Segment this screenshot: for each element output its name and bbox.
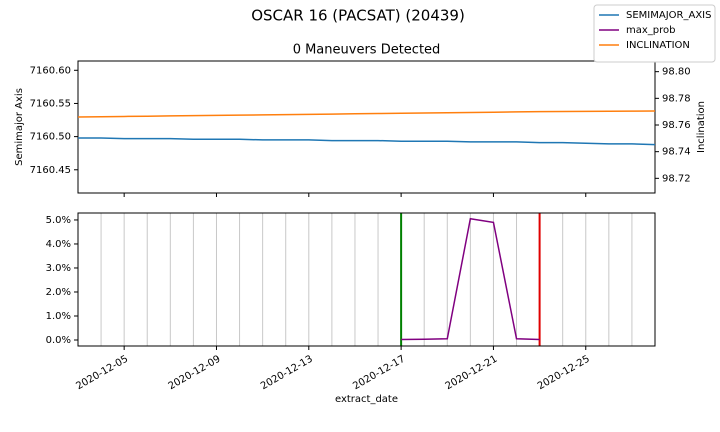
series-line [78, 137, 656, 146]
y-tick-label: 3.0% [46, 263, 71, 274]
series-line [77, 110, 656, 118]
y-tick-label: 7160.50 [30, 132, 71, 143]
y2-axis-label: Inclination [696, 101, 707, 153]
legend-label: SEMIMAJOR_AXIS [626, 10, 711, 21]
y2-tick-label: 98.80 [662, 67, 691, 78]
y-tick-label: 7160.55 [30, 98, 71, 109]
chart-title: 0 Maneuvers Detected [293, 43, 441, 58]
legend-label: max_prob [626, 25, 676, 36]
y-axis-label: Semimajor Axis [14, 88, 25, 166]
legend-box [593, 4, 716, 63]
x-axis-label: extract_date [335, 394, 398, 405]
y-tick-label: 2.0% [46, 287, 71, 298]
y-tick-label: 4.0% [46, 239, 71, 250]
figure-title: OSCAR 16 (PACSAT) (20439) [251, 7, 465, 25]
axes-frame [77, 212, 656, 347]
y-tick-label: 0.0% [46, 335, 71, 346]
y-tick-label: 1.0% [46, 311, 71, 322]
y2-tick-label: 98.76 [662, 120, 691, 131]
y2-tick-label: 98.74 [662, 147, 691, 158]
y-tick-label: 7160.45 [30, 165, 71, 176]
y-tick-label: 7160.60 [30, 65, 71, 76]
y-tick-label: 5.0% [46, 215, 71, 226]
y2-tick-label: 98.78 [662, 93, 691, 104]
series-line [401, 217, 540, 341]
axes-frame [77, 60, 656, 194]
legend-label: INCLINATION [626, 40, 690, 51]
y2-tick-label: 98.72 [662, 173, 691, 184]
